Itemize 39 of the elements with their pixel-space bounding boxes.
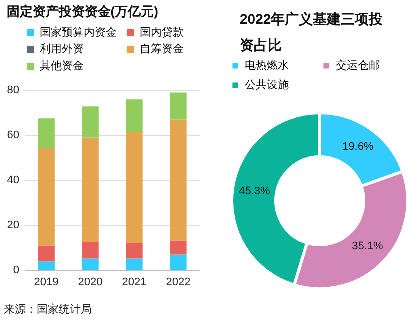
bar: [38, 262, 55, 270]
legend-label: 交运仓邮: [336, 58, 380, 72]
bar: [126, 132, 143, 244]
chart-title: 2022年广义基建三项投资占比: [240, 10, 384, 55]
bar: [82, 138, 99, 242]
bar: [126, 100, 143, 132]
legend-label: 电热燃水: [245, 58, 289, 72]
y-tick-label: 60: [7, 130, 20, 142]
bar: [82, 106, 99, 138]
y-tick-label: 0: [13, 264, 20, 276]
bar: [126, 243, 143, 259]
bar: [38, 148, 55, 246]
x-tick-label: 2021: [122, 276, 147, 288]
y-tick-label: 40: [7, 174, 20, 186]
data-label: 35.1%: [352, 240, 384, 253]
legend-label: 公共设施: [245, 78, 289, 92]
y-tick-label: 20: [7, 220, 20, 232]
bar: [38, 246, 55, 262]
bar: [126, 258, 143, 270]
data-label: 45.3%: [239, 185, 271, 198]
x-tick-label: 2020: [78, 276, 103, 288]
legend-label: 自筹资金: [140, 44, 184, 56]
bar: [170, 254, 187, 270]
bar: [82, 258, 99, 270]
legend-label: 利用外资: [40, 42, 84, 56]
legend-label: 其他资金: [40, 60, 84, 72]
bar: [170, 120, 187, 241]
y-tick-label: 80: [7, 84, 20, 96]
bar: [38, 118, 55, 148]
bar: [170, 240, 187, 255]
bar: [82, 242, 99, 259]
legend-label: 国家预算内资金: [40, 26, 117, 39]
x-tick-label: 2019: [34, 276, 59, 288]
legend-label: 国内贷款: [140, 26, 184, 39]
x-tick-label: 2022: [166, 276, 191, 288]
chart-title: 固定资产投资资金(万亿元): [6, 4, 158, 19]
source-note: 来源：国家统计局: [4, 302, 92, 317]
bar: [170, 92, 187, 120]
data-label: 19.6%: [342, 141, 374, 154]
